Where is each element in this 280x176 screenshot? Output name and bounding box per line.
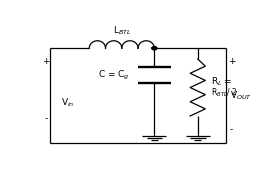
- Text: R$_{BTL}$/ 2: R$_{BTL}$/ 2: [211, 87, 237, 99]
- Text: V$_{in}$: V$_{in}$: [61, 96, 75, 109]
- Text: -: -: [44, 114, 48, 123]
- Text: R$_L$ =: R$_L$ =: [211, 76, 232, 88]
- Circle shape: [152, 47, 157, 50]
- Text: L$_{BTL}$: L$_{BTL}$: [113, 24, 131, 37]
- Text: V$_{OUT}$: V$_{OUT}$: [230, 89, 253, 102]
- Text: +: +: [228, 57, 235, 66]
- Text: C = C$_g$: C = C$_g$: [98, 69, 129, 82]
- Text: +: +: [42, 57, 50, 66]
- Text: -: -: [230, 125, 233, 134]
